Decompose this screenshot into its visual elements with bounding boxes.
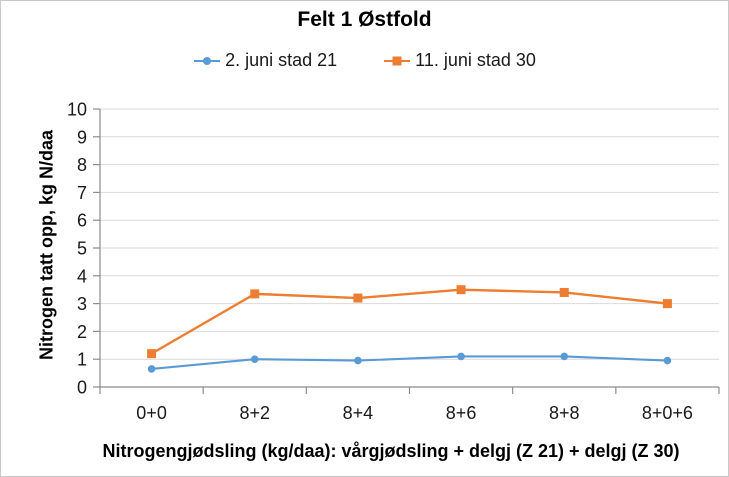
y-tick-label: 10 (67, 100, 87, 120)
data-point (250, 355, 259, 364)
data-point (456, 285, 466, 295)
data-point (250, 289, 260, 299)
y-tick-label: 9 (77, 127, 87, 147)
y-tick-label: 4 (77, 266, 87, 286)
line-circle-marker-icon (194, 56, 221, 65)
x-tick-label: 8+6 (446, 403, 477, 423)
data-point (662, 299, 672, 309)
x-axis-title: Nitrogengjødsling (kg/daa): vårgjødsling… (102, 441, 680, 461)
x-tick-label: 8+4 (343, 403, 374, 423)
x-tick-label: 8+0+6 (642, 403, 693, 423)
x-tick-label: 0+0 (136, 403, 167, 423)
data-point (560, 352, 569, 361)
y-tick-label: 0 (77, 378, 87, 398)
data-point (147, 365, 156, 373)
y-tick-label: 1 (77, 350, 87, 370)
y-tick-label: 6 (77, 211, 87, 231)
data-point (354, 356, 362, 365)
legend-item-series-2: 11. juni stad 30 (383, 50, 536, 71)
data-point (147, 349, 157, 359)
legend-label-series-2: 11. juni stad 30 (415, 50, 536, 70)
y-tick-label: 5 (77, 239, 87, 259)
series-line-1 (150, 355, 669, 370)
x-tick-label: 8+8 (549, 403, 580, 423)
data-point (353, 293, 363, 303)
line-square-marker-icon (384, 56, 411, 65)
x-tick-label: 8+2 (239, 403, 270, 423)
y-tick-label: 3 (77, 294, 87, 314)
y-tick-label: 7 (77, 183, 87, 203)
chart-title: Felt 1 Østfold (297, 8, 432, 31)
legend-label-series-1: 2. juni stad 21 (225, 50, 338, 70)
data-point (559, 287, 569, 297)
data-point (457, 352, 465, 361)
legend: 2. juni stad 21 11. juni stad 30 (1, 50, 728, 71)
data-point (663, 356, 672, 365)
y-tick-label: 2 (77, 322, 87, 342)
series-line-2 (150, 288, 669, 355)
legend-item-series-1: 2. juni stad 21 (193, 50, 337, 71)
y-tick-label: 8 (77, 155, 87, 175)
